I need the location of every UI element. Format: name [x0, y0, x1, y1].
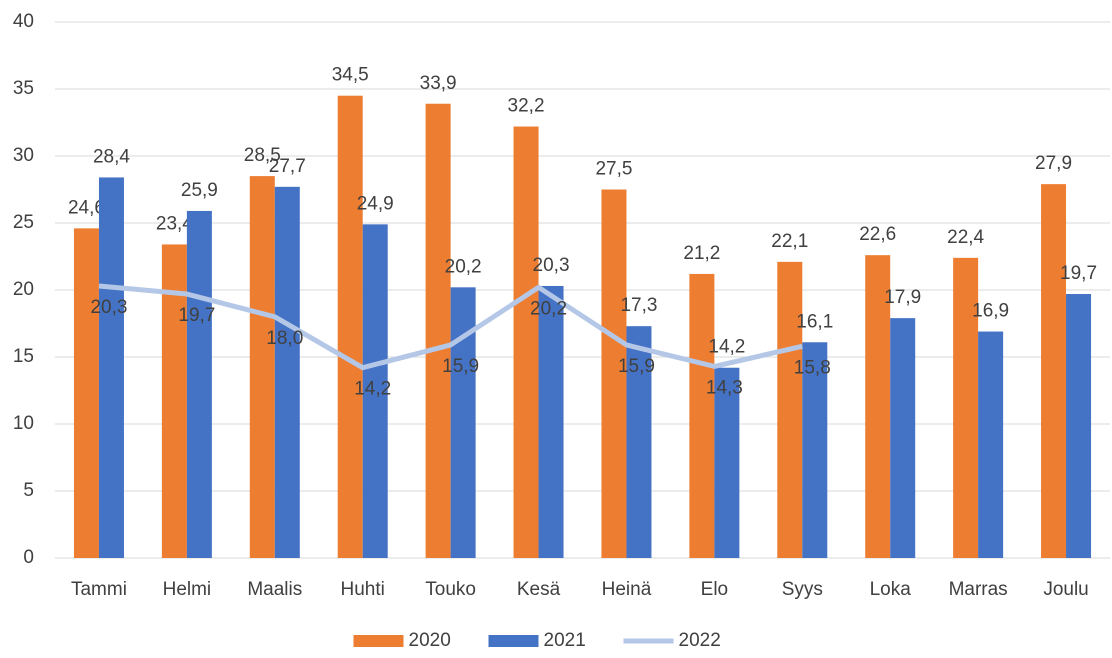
- x-tick-label: Loka: [870, 579, 912, 600]
- data-label: 27,9: [1035, 153, 1072, 174]
- data-label: 15,9: [442, 356, 479, 377]
- data-label: 20,2: [530, 298, 567, 319]
- bar: [337, 95, 363, 558]
- bar: [601, 189, 627, 558]
- line: [98, 283, 803, 371]
- data-label: 25,9: [181, 180, 218, 201]
- x-tick-label: Helmi: [163, 579, 212, 600]
- data-label: 16,1: [796, 311, 833, 332]
- data-label: 22,1: [771, 231, 808, 252]
- data-label: 27,5: [595, 159, 632, 180]
- data-label: 15,9: [618, 356, 655, 377]
- data-label: 27,7: [269, 156, 306, 177]
- y-tick-label: 35: [13, 78, 34, 99]
- bar: [714, 367, 740, 558]
- data-label: 14,3: [706, 377, 743, 398]
- legend-swatch: [353, 635, 404, 647]
- bar: [865, 255, 891, 558]
- data-label: 15,8: [794, 357, 831, 378]
- x-tick-label: Kesä: [517, 579, 561, 600]
- data-label: 17,9: [884, 287, 921, 308]
- data-label: 34,5: [332, 65, 369, 86]
- bar: [802, 342, 828, 558]
- data-label: 23,4: [156, 213, 193, 234]
- bar: [1041, 184, 1067, 558]
- x-tick-label: Touko: [425, 579, 476, 600]
- x-tick-label: Joulu: [1043, 579, 1088, 600]
- y-tick-label: 10: [13, 413, 34, 434]
- data-label: 28,5: [244, 145, 281, 166]
- bar: [1066, 294, 1092, 558]
- bar: [538, 285, 564, 558]
- legend-label: 2021: [544, 630, 586, 651]
- data-label: 20,2: [445, 256, 482, 277]
- y-tick-label: 30: [13, 145, 34, 166]
- bar: [249, 176, 275, 558]
- data-label: 19,7: [1060, 263, 1097, 284]
- data-label: 14,2: [354, 379, 391, 400]
- y-tick-label: 20: [13, 279, 34, 300]
- x-tick-label: Elo: [701, 579, 728, 600]
- bar: [98, 177, 124, 558]
- x-tick-label: Syys: [782, 579, 823, 600]
- data-label: 24,9: [357, 193, 394, 214]
- legend-swatch: [488, 635, 539, 647]
- x-tick-label: Maalis: [247, 579, 302, 600]
- data-label: 20,3: [90, 297, 127, 318]
- y-tick-label: 15: [13, 346, 34, 367]
- x-tick-label: Heinä: [602, 579, 652, 600]
- legend-label: 2020: [409, 630, 451, 651]
- data-label: 32,2: [508, 96, 545, 117]
- y-tick-label: 5: [23, 480, 34, 501]
- data-label: 17,3: [620, 295, 657, 316]
- data-label: 22,6: [859, 224, 896, 245]
- legend-label: 2022: [679, 630, 721, 651]
- data-label: 14,2: [708, 337, 745, 358]
- bar: [186, 210, 212, 558]
- bar: [626, 326, 652, 558]
- bar: [425, 103, 451, 559]
- x-tick-label: Huhti: [341, 579, 385, 600]
- data-label: 22,4: [947, 227, 984, 248]
- bar: [450, 287, 476, 558]
- bar: [161, 244, 187, 558]
- data-label: 21,2: [683, 243, 720, 264]
- data-label: 28,4: [93, 146, 130, 167]
- bar: [890, 318, 916, 558]
- data-label: 18,0: [266, 328, 303, 349]
- data-label: 24,6: [68, 197, 105, 218]
- y-tick-label: 25: [13, 212, 34, 233]
- x-tick-label: Tammi: [71, 579, 127, 600]
- y-tick-label: 40: [13, 11, 34, 32]
- bar: [73, 228, 99, 559]
- data-label: 33,9: [420, 73, 457, 94]
- bar: [777, 261, 803, 558]
- data-label: 16,9: [972, 301, 1009, 322]
- bar: [978, 331, 1004, 558]
- bar: [362, 224, 388, 558]
- bar: [274, 186, 300, 558]
- data-label: 19,7: [178, 305, 215, 326]
- bar: [689, 273, 715, 558]
- y-tick-label: 0: [23, 547, 34, 568]
- x-tick-label: Marras: [949, 579, 1008, 600]
- bar: [513, 126, 539, 559]
- data-label: 20,3: [533, 255, 570, 276]
- bar: [953, 257, 979, 558]
